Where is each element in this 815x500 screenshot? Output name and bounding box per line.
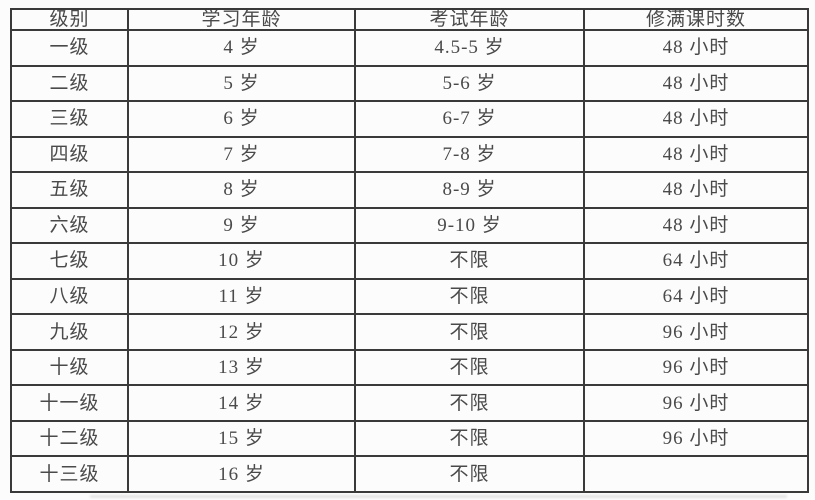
table-cell: 八级 [10, 277, 129, 316]
table-cell: 96 小时 [583, 348, 809, 387]
table-cell: 六级 [10, 206, 129, 245]
table-cell: 一级 [10, 29, 129, 67]
table-cell: 9 岁 [127, 206, 356, 245]
table-cell: 96 小时 [583, 419, 809, 458]
header-cell-study-age: 学习年龄 [127, 8, 356, 31]
table-cell: 九级 [10, 313, 129, 351]
table-cell: 13 岁 [127, 348, 356, 387]
table-row: 四级 7 岁 7-8 岁 48 小时 [10, 135, 809, 174]
table-cell: 48 小时 [583, 206, 809, 245]
table-cell: 不限 [354, 348, 585, 387]
table-cell: 4.5-5 岁 [354, 29, 585, 67]
table-row: 七级 10 岁不限 64 小时 [10, 242, 809, 280]
header-cell-class-hours: 修满课时数 [583, 8, 809, 31]
table-cell: 12 岁 [127, 313, 356, 351]
table-cell: 5 岁 [127, 64, 356, 103]
table-cell: 五级 [10, 171, 129, 209]
table-cell: 四级 [10, 135, 129, 174]
table-cell: 16 岁 [127, 455, 356, 493]
table-cell: 十二级 [10, 419, 129, 458]
table-row: 三级 6 岁 6-7 岁 48 小时 [10, 100, 809, 138]
grade-requirements-table: 级别 学习年龄 考试年龄 修满课时数 一级 4 岁 4.5-5 岁 48 小时 二级 5 … [10, 8, 809, 493]
table-cell: 9-10 岁 [354, 206, 585, 245]
table-cell: 48 小时 [583, 100, 809, 138]
table-cell: 十一级 [10, 384, 129, 422]
table-row: 六级 9 岁 9-10 岁 48 小时 [10, 206, 809, 245]
table-cell: 15 岁 [127, 419, 356, 458]
table-cell: 不限 [354, 384, 585, 422]
table-cell: 不限 [354, 455, 585, 493]
table-cell: 11 岁 [127, 277, 356, 316]
table-cell [583, 455, 809, 493]
table-cell: 10 岁 [127, 242, 356, 280]
table-cell: 十三级 [10, 455, 129, 493]
table-row: 十级 13 岁不限 96 小时 [10, 348, 809, 387]
header-cell-exam-age: 考试年龄 [354, 8, 585, 31]
table-cell: 8-9 岁 [354, 171, 585, 209]
table-cell: 十级 [10, 348, 129, 387]
header-cell-level: 级别 [10, 8, 129, 31]
table-cell: 7-8 岁 [354, 135, 585, 174]
table-cell: 48 小时 [583, 64, 809, 103]
table-cell: 5-6 岁 [354, 64, 585, 103]
table-cell: 6-7 岁 [354, 100, 585, 138]
table-cell: 48 小时 [583, 29, 809, 67]
table-row: 九级 12 岁不限 96 小时 [10, 313, 809, 351]
table-cell: 七级 [10, 242, 129, 280]
table-body: 一级 4 岁 4.5-5 岁 48 小时 二级 5 岁 5-6 岁 48 小时 三级 6 岁 6-7… [10, 29, 809, 493]
table-cell: 14 岁 [127, 384, 356, 422]
table-cell: 不限 [354, 277, 585, 316]
table-row: 八级 11 岁不限 64 小时 [10, 277, 809, 316]
table-cell: 64 小时 [583, 277, 809, 316]
table-cell: 不限 [354, 313, 585, 351]
table-row: 十二级 15 岁不限 96 小时 [10, 419, 809, 458]
table-row: 十一级 14 岁不限 96 小时 [10, 384, 809, 422]
table-row: 十三级 16 岁不限 [10, 455, 809, 493]
table-row: 二级 5 岁 5-6 岁 48 小时 [10, 64, 809, 103]
table-cell: 64 小时 [583, 242, 809, 280]
table-cell: 8 岁 [127, 171, 356, 209]
table-cell: 4 岁 [127, 29, 356, 67]
table-cell: 96 小时 [583, 384, 809, 422]
table-cell: 不限 [354, 419, 585, 458]
table-cell: 48 小时 [583, 171, 809, 209]
table-cell: 不限 [354, 242, 585, 280]
table-cell: 6 岁 [127, 100, 356, 138]
table-cell: 7 岁 [127, 135, 356, 174]
table-cell: 48 小时 [583, 135, 809, 174]
header-row: 级别 学习年龄 考试年龄 修满课时数 [10, 8, 809, 31]
table-cell: 二级 [10, 64, 129, 103]
table-cell: 三级 [10, 100, 129, 138]
table: 级别 学习年龄 考试年龄 修满课时数 一级 4 岁 4.5-5 岁 48 小时 二级 5 … [10, 8, 809, 493]
table-row: 五级 8 岁 8-9 岁 48 小时 [10, 171, 809, 209]
table-row: 一级 4 岁 4.5-5 岁 48 小时 [10, 29, 809, 67]
table-cell: 96 小时 [583, 313, 809, 351]
